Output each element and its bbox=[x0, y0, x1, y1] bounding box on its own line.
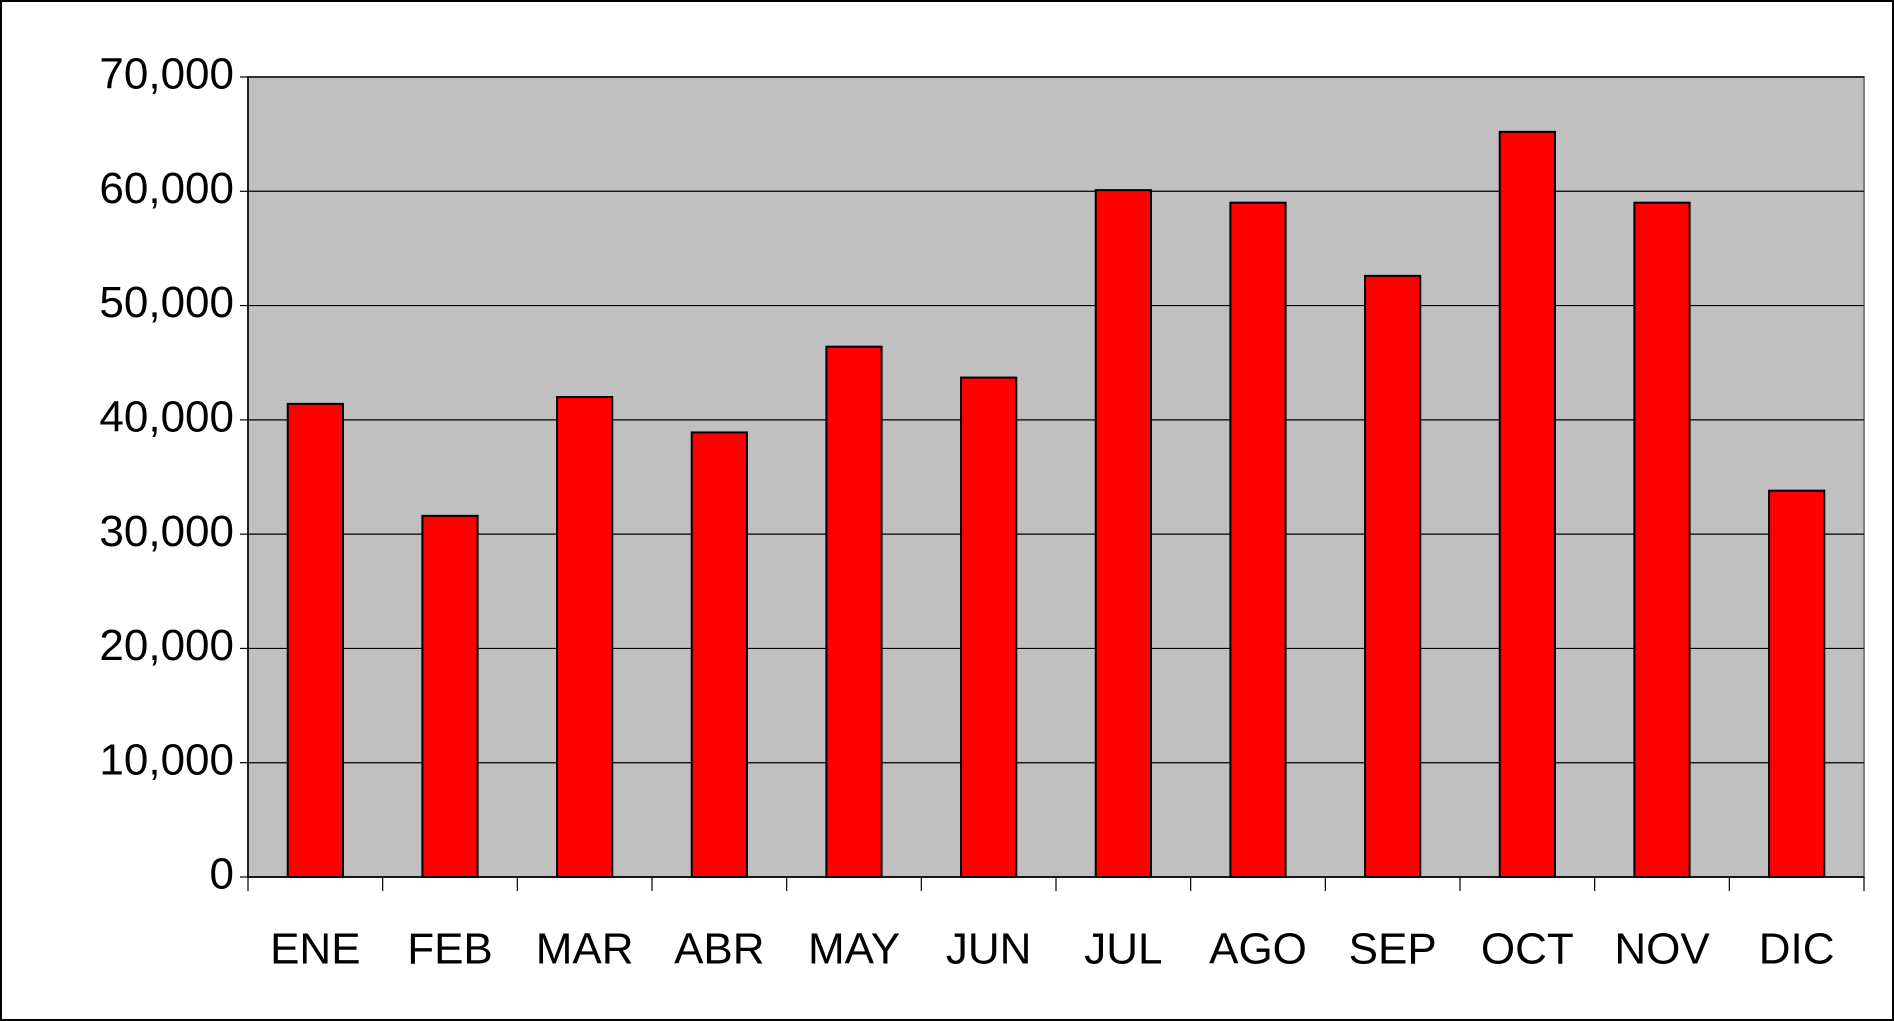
y-tick-label: 60,000 bbox=[99, 164, 234, 213]
y-tick-label: 10,000 bbox=[99, 735, 234, 784]
bar bbox=[825, 345, 883, 878]
x-tick-label: MAR bbox=[536, 925, 634, 974]
bar bbox=[1229, 201, 1287, 878]
x-tick-label: JUL bbox=[1084, 925, 1162, 974]
x-tick-label: ABR bbox=[674, 925, 764, 974]
y-tick-label: 20,000 bbox=[99, 621, 234, 670]
x-tick-label: SEP bbox=[1349, 925, 1437, 974]
bar bbox=[1094, 189, 1152, 878]
bar bbox=[960, 376, 1018, 878]
bar bbox=[556, 396, 614, 878]
x-tick-label: ENE bbox=[270, 925, 360, 974]
y-tick-label: 40,000 bbox=[99, 392, 234, 441]
x-tick-label: DIC bbox=[1759, 925, 1835, 974]
y-tick-label: 70,000 bbox=[99, 50, 234, 99]
y-tick-label: 30,000 bbox=[99, 507, 234, 556]
bar bbox=[1768, 489, 1826, 878]
x-tick-label: NOV bbox=[1614, 925, 1710, 974]
x-tick-label: OCT bbox=[1481, 925, 1574, 974]
y-tick-label: 50,000 bbox=[99, 278, 234, 327]
bar bbox=[690, 431, 748, 878]
bar bbox=[1633, 201, 1691, 878]
bar bbox=[1364, 274, 1422, 879]
x-tick-label: JUN bbox=[946, 925, 1032, 974]
plot-area bbox=[247, 76, 1865, 878]
x-tick-label: AGO bbox=[1209, 925, 1307, 974]
bar bbox=[286, 402, 344, 878]
x-tick-label: MAY bbox=[808, 925, 900, 974]
x-tick-label: FEB bbox=[407, 925, 493, 974]
y-tick-label: 0 bbox=[210, 850, 234, 899]
bar bbox=[421, 514, 479, 878]
bar bbox=[1498, 130, 1556, 879]
